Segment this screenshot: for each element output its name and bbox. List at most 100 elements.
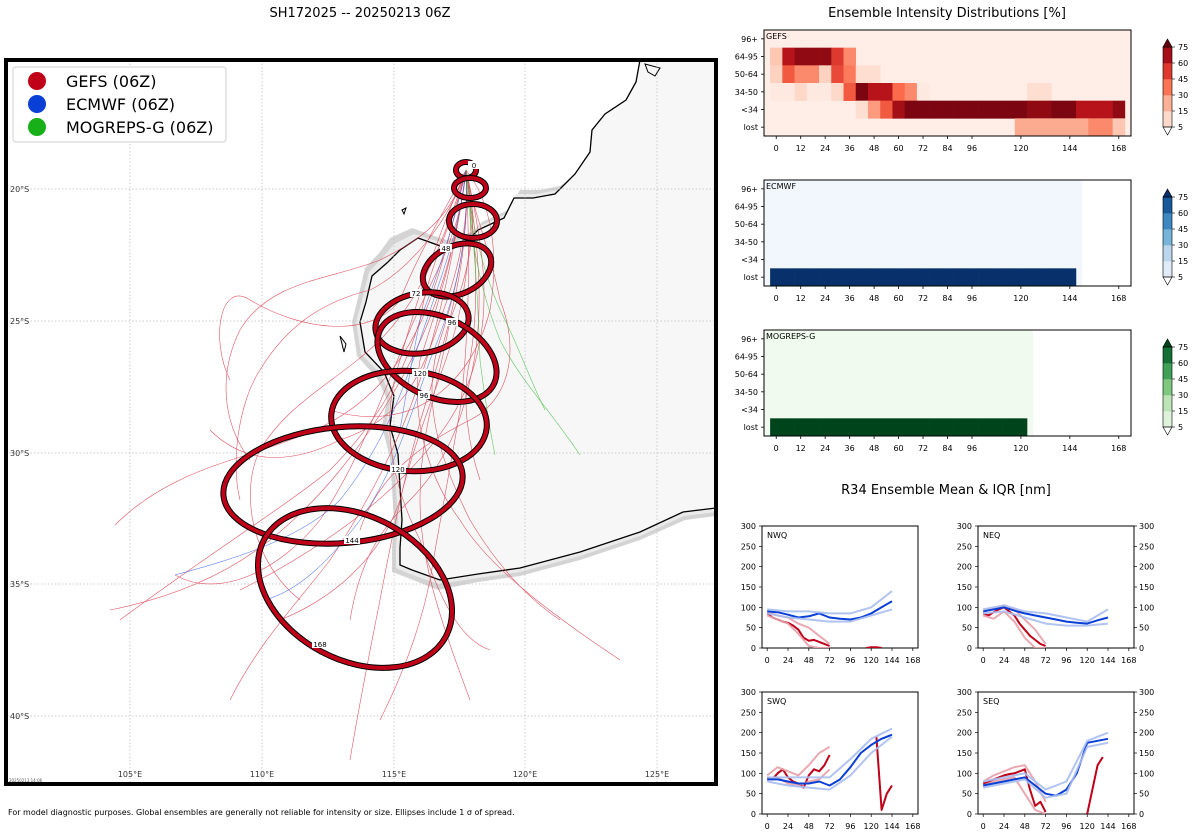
colorbar-segment xyxy=(1163,395,1172,412)
lon-label: 125°E xyxy=(645,770,669,779)
colorbar-extend-bottom xyxy=(1162,126,1173,136)
colorbar-frame xyxy=(1162,196,1173,278)
y-tick-label-right: 150 xyxy=(1139,749,1154,758)
y-tick-label-right: 100 xyxy=(1139,769,1154,778)
r34-series-ecmwf-iqr-low xyxy=(767,735,893,791)
heatmap-cell xyxy=(1051,100,1065,119)
ellipse-label: 120 xyxy=(413,370,426,378)
r34-series-gefs-iqr-low xyxy=(982,776,1046,814)
y-tick-label: 34-50 xyxy=(735,238,758,247)
y-tick-label: lost xyxy=(744,123,758,132)
mogreps-legend-marker xyxy=(28,118,46,136)
heatmap-panel-label: ECMWF xyxy=(766,182,796,191)
colorbar-extend-top xyxy=(1162,188,1173,198)
heatmap-cell xyxy=(965,418,979,437)
x-tick-label: 144 xyxy=(1100,656,1115,665)
x-tick-label: 0 xyxy=(774,444,779,453)
colorbar-segment xyxy=(1163,229,1172,246)
y-tick-label: 34-50 xyxy=(735,388,758,397)
colorbar-segment xyxy=(1163,245,1172,262)
y-tick-label: 50 xyxy=(962,624,972,633)
heatmap-cell xyxy=(831,65,844,84)
heatmap-cell xyxy=(1075,118,1089,137)
ellipse-12h xyxy=(452,176,488,200)
heatmap-cell xyxy=(953,268,967,287)
y-tick-label: 96+ xyxy=(741,35,758,44)
r34-title: R34 Ensemble Mean & IQR [nm] xyxy=(841,483,1051,498)
heatmap-cell xyxy=(819,65,832,84)
r34-series-group xyxy=(982,731,1109,814)
heatmap-cell xyxy=(855,418,869,437)
ellipse-label: 96 xyxy=(448,319,457,327)
y-tick-label-right: 300 xyxy=(1139,522,1154,531)
heatmap-ecmwf: ECMWF 96+ 64-95 50-64 34-50 <34 lost 0 12 24 36 48 6… xyxy=(735,179,1188,303)
heatmap-cell xyxy=(916,100,930,119)
x-tick-label: 48 xyxy=(1020,822,1030,831)
x-tick-label: 36 xyxy=(845,144,855,153)
heatmap-cell xyxy=(867,100,881,119)
heatmap-cell xyxy=(941,268,954,287)
x-tick-label: 12 xyxy=(796,144,806,153)
r34-series-gefs-late xyxy=(1086,756,1104,814)
heatmap-cell xyxy=(1027,83,1040,101)
colorbar-tick-label: 75 xyxy=(1178,343,1188,352)
lat-label: 20°S xyxy=(10,185,29,194)
y-tick-label: 150 xyxy=(741,583,756,592)
y-tick-label: lost xyxy=(744,273,758,282)
heatmap-cell xyxy=(794,418,808,437)
heatmap-cell xyxy=(904,268,918,287)
x-tick-label: 96 xyxy=(967,294,977,303)
x-tick-label: 0 xyxy=(765,822,770,831)
x-tick-label: 120 xyxy=(1013,144,1028,153)
legend-label-gefs: GEFS (06Z) xyxy=(66,72,156,91)
colorbar-tick-label: 75 xyxy=(1178,43,1188,52)
r34-series-group xyxy=(982,604,1109,648)
x-tick-label: 24 xyxy=(999,656,1009,665)
heatmap-cell xyxy=(1088,100,1101,119)
r34-series-gefs-late xyxy=(875,736,893,811)
x-tick-label: 24 xyxy=(783,822,793,831)
x-tick-label: 72 xyxy=(825,656,835,665)
y-tick-label: 50 xyxy=(962,790,972,799)
y-tick-label: 250 xyxy=(957,542,972,551)
ellipse-hour-labels: 0 48 72 96 96 120 120 144 168 xyxy=(312,161,480,649)
heatmap-cell xyxy=(770,268,783,287)
x-tick-label: 60 xyxy=(893,444,903,453)
ecmwf-legend-marker xyxy=(28,95,46,113)
ellipse-label: 48 xyxy=(442,245,451,253)
map-timestamp: 20250213 14:06 xyxy=(9,778,43,783)
heatmap-cell xyxy=(880,418,893,437)
heatmap-cell xyxy=(1100,100,1113,119)
x-tick-label: 120 xyxy=(1080,822,1095,831)
heatmap-cell xyxy=(880,268,893,287)
y-tick-label-right: 200 xyxy=(1139,563,1154,572)
heatmap-cell xyxy=(1112,118,1126,137)
y-tick-label: 100 xyxy=(741,603,756,612)
gefs-member-tracks xyxy=(109,169,621,761)
y-tick-label: 250 xyxy=(741,708,756,717)
x-tick-label: 0 xyxy=(774,294,779,303)
r34-frame xyxy=(977,525,1135,649)
x-tick-label: 0 xyxy=(774,144,779,153)
y-tick-label: 100 xyxy=(957,769,972,778)
heatmap-cell xyxy=(1039,268,1052,287)
heatmap-cell xyxy=(880,100,893,119)
heatmap-cell xyxy=(794,65,808,84)
heatmap-cell xyxy=(855,83,869,101)
y-tick-label: <34 xyxy=(741,406,758,415)
ellipse-label: 96 xyxy=(420,392,429,400)
x-tick-label: 84 xyxy=(942,444,952,453)
colorbar-extend-top xyxy=(1162,338,1173,348)
heatmap-cell xyxy=(867,65,881,84)
heatmap-cell xyxy=(806,65,820,84)
x-tick-label: 36 xyxy=(845,444,855,453)
y-tick-label: 250 xyxy=(957,708,972,717)
r34-quadrant-label: SWQ xyxy=(767,697,786,706)
lon-label: 110°E xyxy=(250,770,274,779)
heatmap-cell xyxy=(855,100,869,119)
heatmap-cell xyxy=(770,47,783,66)
y-tick-label: 0 xyxy=(751,644,756,653)
colorbar-segment xyxy=(1163,379,1172,396)
y-tick-label: 96+ xyxy=(741,335,758,344)
r34-frame xyxy=(761,691,919,815)
